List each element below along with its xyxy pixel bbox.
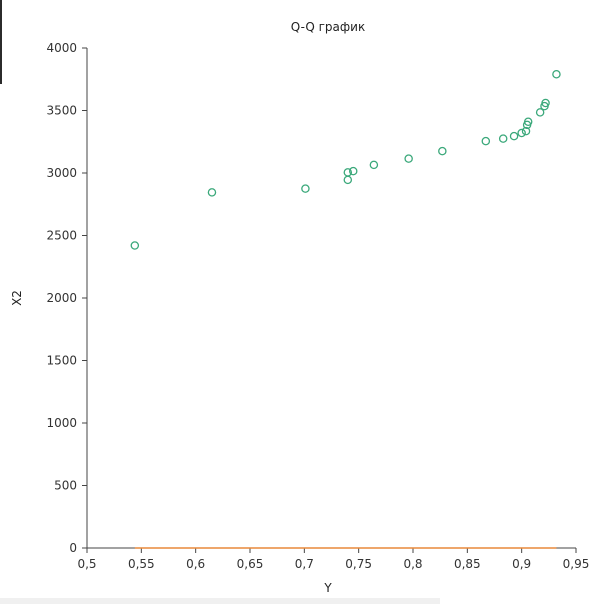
data-point (481, 136, 491, 146)
data-point (535, 108, 545, 117)
y-tick-label: 1500 (46, 354, 77, 368)
data-point (369, 160, 379, 170)
data-point (521, 126, 531, 136)
x-tick-label: 0,85 (454, 557, 481, 571)
x-tick-label: 0,65 (237, 557, 264, 571)
data-point (523, 117, 533, 127)
x-tick-label: 0,95 (563, 557, 590, 571)
y-tick-label: 500 (54, 479, 77, 493)
data-point (348, 166, 358, 176)
data-point (301, 184, 310, 193)
y-tick-label: 4000 (46, 41, 77, 55)
y-tick-label: 2500 (46, 229, 77, 243)
data-point (517, 128, 526, 138)
data-point (509, 131, 519, 141)
plot-area: 0 500 1000 1500 2000 2500 3000 3500 4000 0,5 0,55 0… (46, 41, 589, 571)
data-point (207, 188, 217, 197)
data-point (404, 154, 413, 163)
x-tick-label: 0,75 (345, 557, 372, 571)
y-tick-label: 3000 (46, 166, 77, 180)
y-tick-label: 1000 (46, 416, 77, 430)
x-tick-label: 0,6 (186, 557, 205, 571)
x-axis-title: Y (323, 581, 332, 595)
y-axis-title: X2 (10, 290, 24, 306)
chart-title: Q-Q график (291, 20, 365, 34)
x-tick-label: 0,8 (403, 557, 422, 571)
status-strip (0, 598, 440, 604)
data-point (343, 168, 353, 177)
data-point (541, 98, 550, 108)
data-point (438, 146, 447, 156)
data-point (130, 241, 140, 250)
y-tick-label: 0 (69, 541, 77, 555)
x-tick-label: 0,7 (295, 557, 314, 571)
x-tick-label: 0,55 (128, 557, 155, 571)
x-tick-label: 0,9 (512, 557, 531, 571)
data-point (498, 134, 508, 143)
data-point (552, 70, 561, 79)
x-tick-label: 0,5 (77, 557, 96, 571)
window-edge (0, 0, 2, 84)
data-point (343, 175, 353, 185)
y-tick-label: 3500 (46, 104, 77, 118)
y-tick-label: 2000 (46, 291, 77, 305)
